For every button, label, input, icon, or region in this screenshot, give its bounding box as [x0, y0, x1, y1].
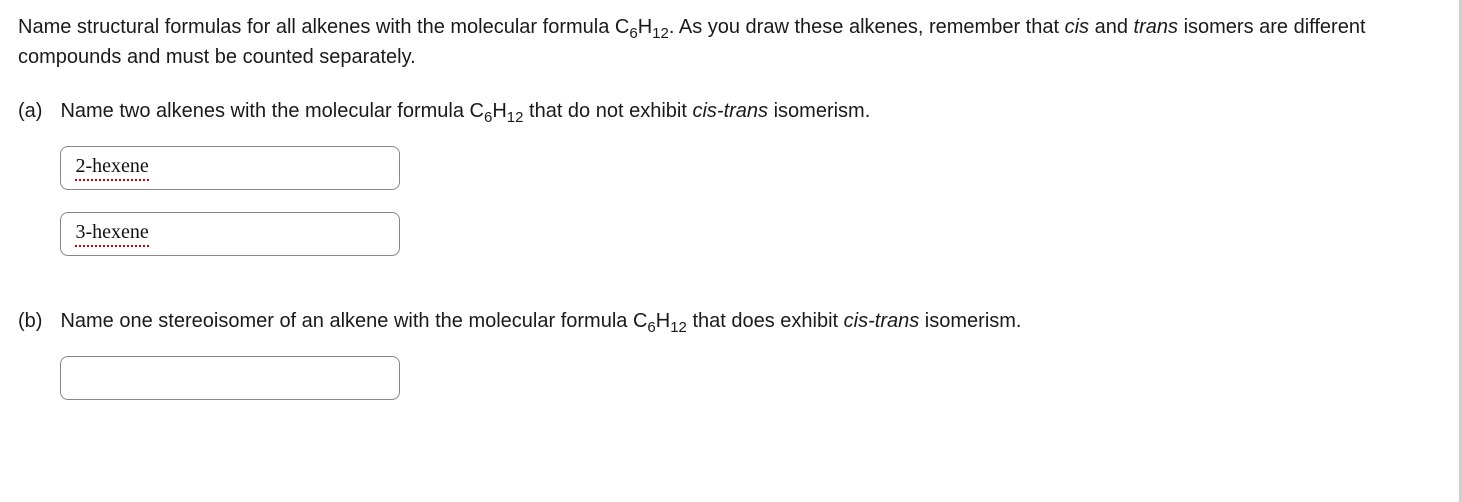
part-b-pre: Name one stereoisomer of an alkene with … [60, 310, 633, 332]
formula-h: H [656, 310, 670, 332]
part-b: (b) Name one stereoisomer of an alkene w… [18, 306, 1441, 422]
part-a-formula: C6H12 [470, 100, 524, 122]
part-a-mid: that do not exhibit [523, 100, 692, 122]
intro-cis: cis [1065, 16, 1089, 38]
answer-input-a1[interactable]: 2-hexene [60, 146, 400, 190]
part-a: (a) Name two alkenes with the molecular … [18, 96, 1441, 278]
intro-trans: trans [1134, 16, 1178, 38]
formula-sub2: 12 [507, 109, 524, 126]
formula-c: C [615, 16, 629, 38]
part-b-cistrans: cis-trans [844, 310, 920, 332]
intro-formula: C6H12 [615, 16, 669, 38]
answer-input-a2[interactable]: 3-hexene [60, 212, 400, 256]
part-b-label: (b) [18, 306, 42, 422]
part-a-cistrans: cis-trans [692, 100, 768, 122]
answer-value-a2: 3-hexene [75, 220, 148, 247]
formula-sub2: 12 [652, 25, 669, 42]
answer-value-a1: 2-hexene [75, 154, 148, 181]
part-b-formula: C6H12 [633, 310, 687, 332]
part-a-pre: Name two alkenes with the molecular form… [60, 100, 469, 122]
intro-pre: Name structural formulas for all alkenes… [18, 16, 615, 38]
part-a-prompt: Name two alkenes with the molecular form… [60, 96, 1441, 126]
formula-sub1: 6 [484, 109, 492, 126]
formula-c: C [633, 310, 647, 332]
formula-h: H [492, 100, 506, 122]
intro-and: and [1089, 16, 1133, 38]
formula-sub1: 6 [629, 25, 637, 42]
formula-sub2: 12 [670, 319, 687, 336]
part-b-mid: that does exhibit [687, 310, 844, 332]
part-b-post: isomerism. [919, 310, 1021, 332]
intro-text: Name structural formulas for all alkenes… [18, 12, 1441, 72]
part-a-post: isomerism. [768, 100, 870, 122]
part-a-label: (a) [18, 96, 42, 278]
intro-post1: . As you draw these alkenes, remember th… [669, 16, 1065, 38]
formula-h: H [638, 16, 652, 38]
formula-sub1: 6 [647, 319, 655, 336]
formula-c: C [470, 100, 484, 122]
answer-input-b1[interactable] [60, 356, 400, 400]
part-b-prompt: Name one stereoisomer of an alkene with … [60, 306, 1441, 336]
